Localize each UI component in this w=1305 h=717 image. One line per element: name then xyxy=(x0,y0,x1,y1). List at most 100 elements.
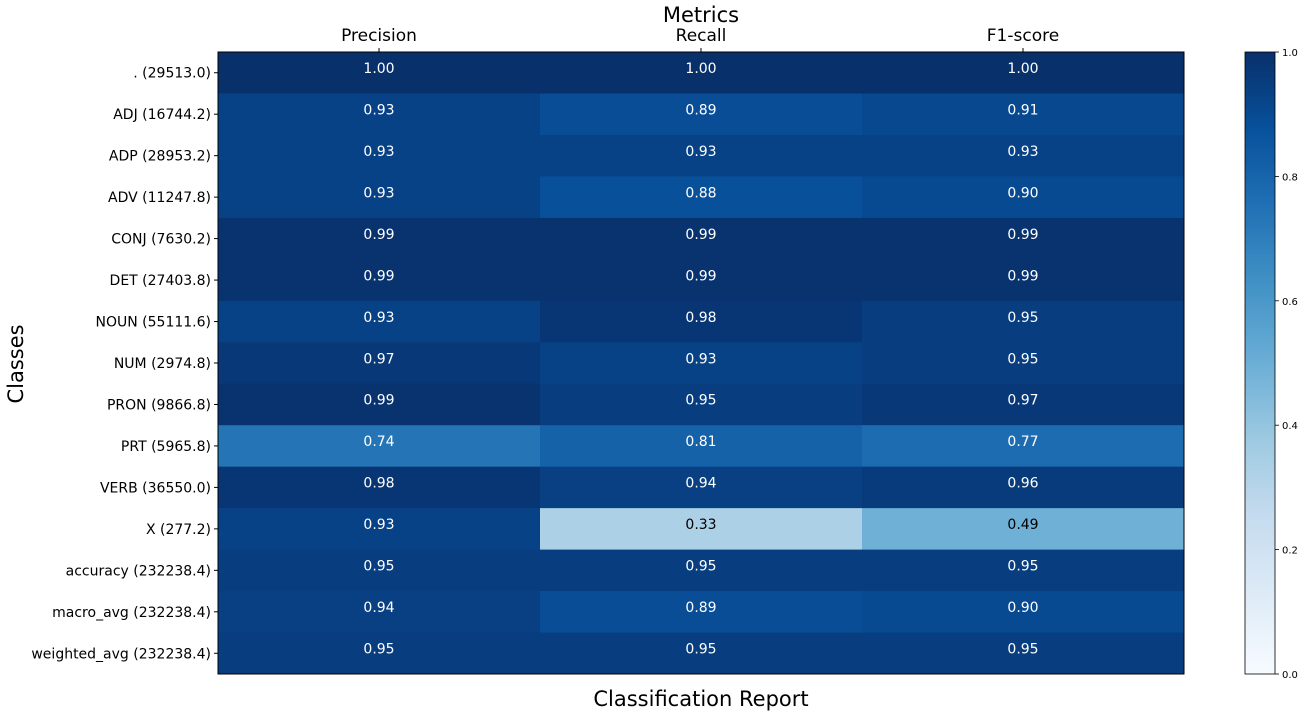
y-tick-label: ADV (11247.8) xyxy=(108,190,211,206)
colorbar-tick-label: 0.0 xyxy=(1282,670,1298,681)
cell-value-label: 0.81 xyxy=(685,434,716,450)
cell-value-label: 0.95 xyxy=(1007,642,1038,658)
cell-value-label: 0.93 xyxy=(363,102,394,118)
cell-value-label: 0.91 xyxy=(1007,102,1038,118)
cell-value-label: 0.95 xyxy=(685,559,716,575)
colorbar-tick-label: 0.8 xyxy=(1282,172,1298,183)
cell-value-label: 0.95 xyxy=(685,393,716,409)
heatmap-cell xyxy=(218,176,541,219)
heatmap-cell xyxy=(218,549,541,592)
cell-value-label: 0.97 xyxy=(1007,393,1038,409)
y-tick-label: NUM (2974.8) xyxy=(114,356,211,372)
heatmap-cell xyxy=(862,93,1185,136)
cell-value-label: 0.93 xyxy=(1007,144,1038,160)
heatmap-cell xyxy=(540,300,863,343)
heatmap-cell xyxy=(218,52,541,94)
y-axis-label: Classes xyxy=(4,324,28,403)
y-tick-label: ADJ (16744.2) xyxy=(113,107,211,123)
y-tick-label: VERB (36550.0) xyxy=(100,480,211,496)
heatmap-cell xyxy=(218,632,541,675)
heatmap-cell xyxy=(540,259,863,302)
heatmap-cell xyxy=(862,632,1185,675)
heatmap-cell xyxy=(540,134,863,177)
heatmap-cell xyxy=(540,508,863,551)
cell-value-label: 0.95 xyxy=(363,559,394,575)
heatmap-cell xyxy=(862,549,1185,592)
cell-value-label: 0.97 xyxy=(363,351,394,367)
heatmap-cell xyxy=(540,383,863,426)
y-tick-label: PRON (9866.8) xyxy=(107,397,211,413)
x-axis-label: Classification Report xyxy=(593,687,808,711)
colorbar-ticks: 0.0 0.2 0.4 0.6 0.8 1.0 xyxy=(1275,48,1298,681)
heatmap-cell xyxy=(862,466,1185,509)
cell-value-label: 0.99 xyxy=(363,393,394,409)
heatmap-cell xyxy=(540,549,863,592)
cell-value-label: 0.33 xyxy=(685,517,716,533)
heatmap-cell xyxy=(540,632,863,675)
heatmap-cell xyxy=(862,259,1185,302)
heatmap-cell xyxy=(218,259,541,302)
y-tick-label: accuracy (232238.4) xyxy=(66,563,211,579)
heatmap-cell xyxy=(218,300,541,343)
cell-value-label: 0.77 xyxy=(1007,434,1038,450)
cell-value-label: 1.00 xyxy=(685,61,716,77)
cell-value-label: 0.90 xyxy=(1007,185,1038,201)
heatmap-cell xyxy=(540,217,863,260)
cell-value-label: 0.98 xyxy=(685,310,716,326)
cell-value-label: 0.93 xyxy=(363,185,394,201)
x-tick-label: Precision xyxy=(341,26,417,46)
cell-value-label: 0.95 xyxy=(1007,310,1038,326)
heatmap-cell xyxy=(218,93,541,136)
x-tick-label: Recall xyxy=(676,26,727,46)
cell-value-label: 0.93 xyxy=(363,144,394,160)
heatmap-cell xyxy=(540,425,863,468)
heatmap-cell xyxy=(540,52,863,94)
colorbar-tick-label: 0.6 xyxy=(1282,297,1298,308)
cell-value-label: 0.99 xyxy=(1007,268,1038,284)
x-axis-ticks: Precision Recall F1-score xyxy=(341,26,1059,52)
y-tick-label: weighted_avg (232238.4) xyxy=(31,646,211,662)
heatmap-cell xyxy=(540,93,863,136)
heatmap-cell xyxy=(862,52,1185,94)
heatmap-cell xyxy=(218,591,541,634)
heatmap-cell xyxy=(218,508,541,551)
y-tick-label: X (277.2) xyxy=(146,522,211,538)
heatmap-cell xyxy=(862,217,1185,260)
cell-value-label: 0.94 xyxy=(685,476,716,492)
cell-value-label: 0.93 xyxy=(363,310,394,326)
cell-value-label: 1.00 xyxy=(1007,61,1038,77)
cell-value-label: 0.94 xyxy=(363,600,394,616)
cell-value-label: 0.88 xyxy=(685,185,716,201)
cell-value-label: 1.00 xyxy=(363,61,394,77)
heatmap-cell xyxy=(862,508,1185,551)
y-tick-label: macro_avg (232238.4) xyxy=(52,605,211,621)
y-tick-label: PRT (5965.8) xyxy=(121,439,211,455)
cell-value-label: 0.89 xyxy=(685,600,716,616)
heatmap-cell xyxy=(218,342,541,385)
cell-value-label: 0.93 xyxy=(363,517,394,533)
cell-value-label: 0.96 xyxy=(1007,476,1038,492)
cell-value-label: 0.90 xyxy=(1007,600,1038,616)
heatmap-cell xyxy=(540,466,863,509)
y-axis-ticks: . (29513.0) ADJ (16744.2) ADP (28953.2) ADV… xyxy=(31,66,218,662)
cell-value-label: 0.95 xyxy=(1007,351,1038,367)
heatmap-cell xyxy=(540,176,863,219)
heatmap-cell xyxy=(862,342,1185,385)
cell-value-label: 0.99 xyxy=(685,268,716,284)
x-tick-label: F1-score xyxy=(987,26,1059,46)
heatmap-cell xyxy=(218,383,541,426)
heatmap-cell xyxy=(218,425,541,468)
cell-value-label: 0.95 xyxy=(685,642,716,658)
colorbar xyxy=(1244,51,1276,675)
y-tick-label: DET (27403.8) xyxy=(110,273,211,289)
y-tick-label: ADP (28953.2) xyxy=(109,149,211,165)
cell-value-label: 0.93 xyxy=(685,144,716,160)
heatmap-cell xyxy=(862,134,1185,177)
heatmap-cell xyxy=(862,425,1185,468)
cell-value-label: 0.99 xyxy=(363,268,394,284)
heatmap-cell xyxy=(862,176,1185,219)
colorbar-tick-label: 0.2 xyxy=(1282,546,1298,557)
heatmap-cell xyxy=(218,466,541,509)
cell-value-label: 0.95 xyxy=(1007,559,1038,575)
